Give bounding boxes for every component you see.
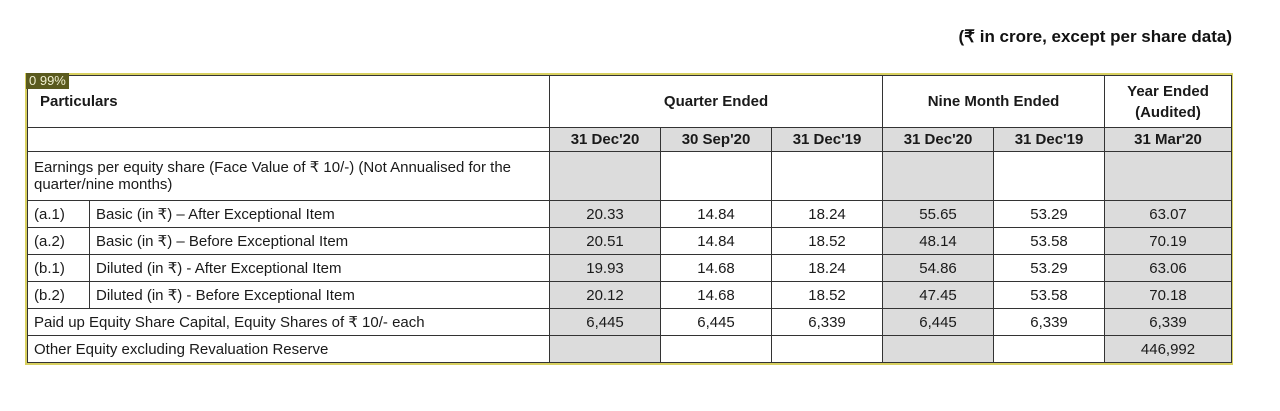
value-cell: 14.84 (660, 227, 773, 255)
empty-cell (882, 335, 995, 363)
empty-cell (549, 151, 662, 201)
empty-cell (549, 335, 662, 363)
value-cell: 6,339 (1104, 308, 1233, 336)
value-cell: 48.14 (882, 227, 995, 255)
value-cell: 6,445 (660, 308, 773, 336)
row-code: (a.2) (27, 227, 90, 255)
value-cell: 63.07 (1104, 200, 1233, 228)
table-row: (b.1) Diluted (in ₹) - After Exceptional… (27, 254, 1233, 282)
row-label: Diluted (in ₹) - After Exceptional Item (88, 254, 551, 282)
value-cell: 18.52 (771, 281, 884, 309)
zoom-badge: 0 99% (26, 73, 69, 89)
empty-cell (771, 335, 884, 363)
row-code: (a.1) (27, 200, 90, 228)
row-code: (b.1) (27, 254, 90, 282)
date-header: 31 Dec'20 (882, 127, 995, 152)
value-cell: 18.24 (771, 200, 884, 228)
table-row: (a.1) Basic (in ₹) – After Exceptional I… (27, 200, 1233, 228)
empty-cell (771, 151, 884, 201)
particulars-header: Particulars (26, 75, 551, 128)
value-cell: 6,339 (771, 308, 884, 336)
empty-cell (882, 151, 995, 201)
date-header: 31 Dec'20 (549, 127, 662, 152)
row-code: (b.2) (27, 281, 90, 309)
date-header: 31 Mar'20 (1104, 127, 1233, 152)
row-label: Other Equity excluding Revaluation Reser… (26, 335, 551, 363)
row-label: Basic (in ₹) – After Exceptional Item (88, 200, 551, 228)
table-row: Other Equity excluding Revaluation Reser… (26, 335, 1233, 363)
value-cell: 20.51 (549, 227, 662, 255)
empty-cell (660, 335, 773, 363)
empty-cell (660, 151, 773, 201)
row-label: Diluted (in ₹) - Before Exceptional Item (88, 281, 551, 309)
value-cell: 19.93 (549, 254, 662, 282)
table-row: (b.2) Diluted (in ₹) - Before Exceptiona… (27, 281, 1233, 309)
value-cell: 20.33 (549, 200, 662, 228)
value-cell: 53.58 (993, 281, 1106, 309)
value-cell: 14.68 (660, 254, 773, 282)
date-header: 31 Dec'19 (993, 127, 1106, 152)
value-cell: 6,445 (882, 308, 995, 336)
value-cell: 18.24 (771, 254, 884, 282)
empty-cell (993, 335, 1106, 363)
value-cell: 55.65 (882, 200, 995, 228)
empty-cell (993, 151, 1106, 201)
value-cell: 6,339 (993, 308, 1106, 336)
units-note: (₹ in crore, except per share data) (958, 27, 1232, 46)
quarter-ended-header: Quarter Ended (549, 75, 884, 128)
value-cell: 446,992 (1104, 335, 1233, 363)
value-cell: 70.18 (1104, 281, 1233, 309)
value-cell: 20.12 (549, 281, 662, 309)
table-row: (a.2) Basic (in ₹) – Before Exceptional … (27, 227, 1233, 255)
year-ended-header: Year Ended (Audited) (1104, 75, 1233, 128)
value-cell: 18.52 (771, 227, 884, 255)
table-row: Paid up Equity Share Capital, Equity Sha… (26, 308, 1233, 336)
nine-month-ended-header: Nine Month Ended (882, 75, 1106, 128)
date-header: 30 Sep'20 (660, 127, 773, 152)
particulars-subheader (26, 127, 551, 152)
value-cell: 14.84 (660, 200, 773, 228)
financial-table: Particulars Quarter Ended Nine Month End… (26, 75, 1233, 363)
value-cell: 54.86 (882, 254, 995, 282)
value-cell: 53.29 (993, 200, 1106, 228)
value-cell: 70.19 (1104, 227, 1233, 255)
value-cell: 53.58 (993, 227, 1106, 255)
financial-table-container: Particulars Quarter Ended Nine Month End… (25, 73, 1233, 365)
eps-label: Earnings per equity share (Face Value of… (26, 151, 551, 201)
row-label: Paid up Equity Share Capital, Equity Sha… (26, 308, 551, 336)
value-cell: 47.45 (882, 281, 995, 309)
value-cell: 63.06 (1104, 254, 1233, 282)
date-header: 31 Dec'19 (771, 127, 884, 152)
value-cell: 6,445 (549, 308, 662, 336)
value-cell: 14.68 (660, 281, 773, 309)
value-cell: 53.29 (993, 254, 1106, 282)
row-label: Basic (in ₹) – Before Exceptional Item (88, 227, 551, 255)
empty-cell (1104, 151, 1233, 201)
